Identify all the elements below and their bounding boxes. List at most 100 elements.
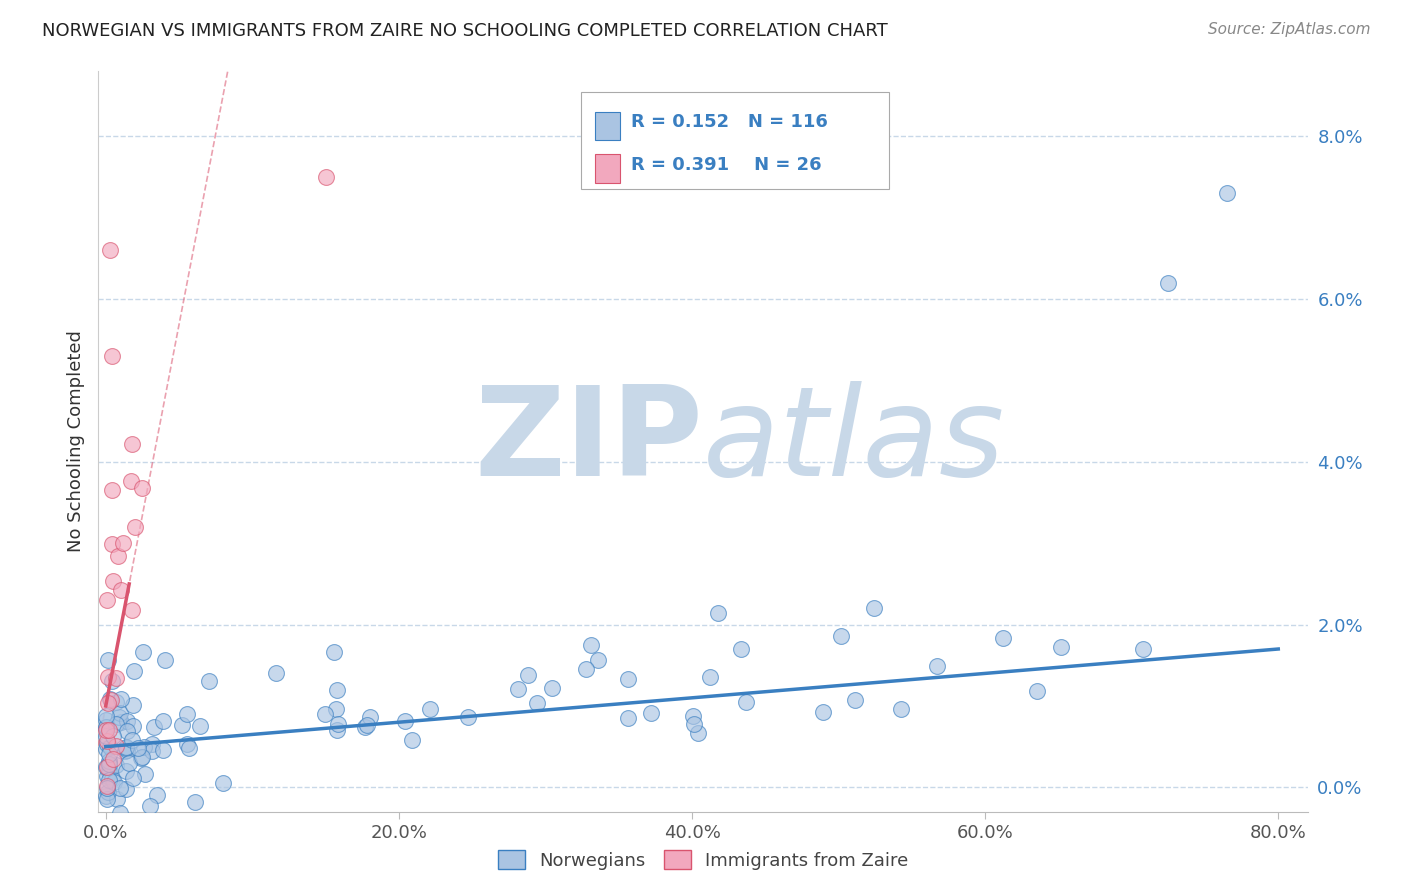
- Point: [586, 653, 609, 667]
- Point: [115, 714, 138, 728]
- Point: [94, 742, 117, 756]
- Point: [103, 574, 125, 588]
- Point: [419, 702, 441, 716]
- Point: [118, 756, 141, 770]
- Point: [143, 720, 166, 734]
- Point: [115, 781, 138, 796]
- Text: Source: ZipAtlas.com: Source: ZipAtlas.com: [1208, 22, 1371, 37]
- Point: [108, 709, 131, 723]
- Point: [682, 709, 704, 723]
- Point: [1026, 684, 1049, 698]
- Point: [356, 718, 378, 732]
- Text: R = 0.391    N = 26: R = 0.391 N = 26: [631, 156, 823, 174]
- Point: [114, 744, 136, 758]
- Point: [94, 729, 117, 743]
- Point: [122, 771, 145, 785]
- Point: [1157, 276, 1180, 290]
- Point: [153, 653, 176, 667]
- Point: [991, 632, 1014, 646]
- Point: [184, 795, 207, 809]
- Point: [683, 717, 706, 731]
- Text: atlas: atlas: [703, 381, 1005, 502]
- Point: [96, 737, 118, 751]
- Point: [97, 652, 120, 666]
- Point: [699, 670, 721, 684]
- Point: [131, 481, 153, 495]
- Point: [139, 799, 162, 814]
- Point: [101, 751, 124, 765]
- Point: [97, 670, 120, 684]
- Point: [323, 645, 346, 659]
- Point: [98, 739, 121, 754]
- Point: [94, 789, 117, 803]
- Point: [141, 744, 163, 758]
- Point: [134, 740, 156, 755]
- Point: [314, 706, 336, 721]
- Point: [96, 733, 118, 747]
- Point: [121, 732, 143, 747]
- Point: [132, 644, 155, 658]
- Point: [131, 750, 153, 764]
- Point: [98, 765, 121, 780]
- Point: [266, 665, 288, 680]
- Point: [121, 698, 143, 712]
- Point: [98, 692, 121, 706]
- Point: [146, 788, 169, 802]
- Point: [100, 693, 122, 707]
- Point: [640, 706, 662, 721]
- Point: [94, 759, 117, 773]
- Point: [115, 741, 138, 756]
- Point: [96, 791, 118, 805]
- Point: [107, 549, 129, 563]
- Point: [176, 706, 198, 721]
- Point: [359, 710, 381, 724]
- Point: [98, 754, 121, 768]
- Point: [122, 664, 145, 678]
- Point: [101, 772, 124, 786]
- Point: [506, 681, 529, 696]
- Point: [104, 739, 127, 753]
- Text: ZIP: ZIP: [474, 381, 703, 502]
- Point: [101, 483, 124, 497]
- Point: [94, 721, 117, 735]
- Point: [101, 674, 124, 689]
- Point: [96, 781, 118, 796]
- Point: [101, 537, 124, 551]
- Point: [121, 436, 143, 450]
- Point: [98, 244, 121, 258]
- Point: [152, 742, 174, 756]
- Point: [96, 769, 118, 783]
- Point: [134, 767, 156, 781]
- Point: [212, 776, 235, 790]
- Legend: Norwegians, Immigrants from Zaire: Norwegians, Immigrants from Zaire: [491, 843, 915, 877]
- Point: [105, 671, 128, 685]
- Point: [96, 779, 118, 793]
- Point: [110, 692, 132, 706]
- Point: [103, 730, 125, 744]
- Point: [457, 710, 479, 724]
- Point: [105, 716, 128, 731]
- Point: [112, 536, 135, 550]
- Point: [100, 349, 122, 363]
- Point: [730, 642, 752, 657]
- Point: [97, 821, 120, 835]
- Y-axis label: No Schooling Completed: No Schooling Completed: [66, 331, 84, 552]
- Point: [115, 764, 138, 779]
- Point: [394, 714, 416, 728]
- Point: [96, 714, 118, 728]
- Point: [617, 672, 640, 686]
- Point: [108, 706, 131, 720]
- Point: [115, 743, 138, 757]
- Point: [98, 757, 121, 772]
- Point: [96, 593, 118, 607]
- Point: [401, 732, 423, 747]
- Point: [96, 723, 118, 738]
- Point: [1216, 186, 1239, 201]
- Point: [131, 750, 153, 764]
- Point: [96, 760, 118, 774]
- Point: [353, 720, 375, 734]
- Point: [141, 738, 163, 752]
- Point: [105, 792, 128, 806]
- Point: [579, 638, 602, 652]
- Point: [1050, 640, 1073, 654]
